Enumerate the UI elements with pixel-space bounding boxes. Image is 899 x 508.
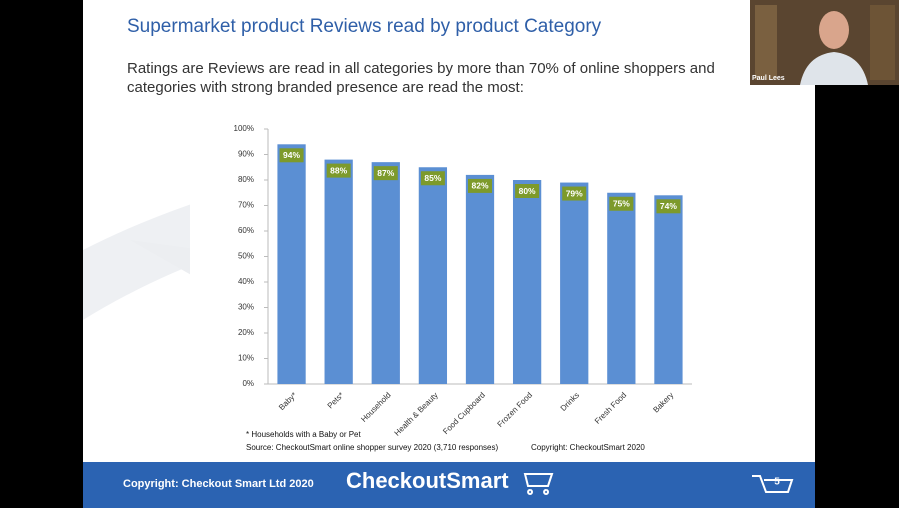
value-label-box: [515, 184, 540, 198]
subtitle-line: Ratings are Reviews are read in all cate…: [127, 60, 715, 77]
y-tick-label: 30%: [238, 303, 254, 312]
y-tick-label: 60%: [238, 226, 254, 235]
value-label-box: [326, 163, 351, 178]
source: Source: CheckoutSmart online shopper sur…: [246, 443, 498, 452]
bar: [324, 159, 353, 384]
value-label: 94%: [283, 150, 300, 160]
chart-copyright: Copyright: CheckoutSmart 2020: [531, 443, 645, 452]
bar: [465, 174, 495, 384]
value-label-box: [656, 199, 681, 214]
bar: [654, 195, 683, 384]
bar: [512, 180, 542, 384]
webcam-shirt: [800, 52, 868, 85]
value-label-box: [562, 186, 587, 201]
value-label: 85%: [424, 173, 441, 183]
bar: [371, 162, 400, 384]
value-label-box: [373, 166, 398, 181]
y-tick-label: 40%: [238, 277, 254, 286]
y-tick-label: 80%: [238, 175, 254, 184]
logo: CheckoutSmart: [346, 468, 509, 493]
value-label-box: [609, 196, 634, 211]
subtitle-line: categories with strong branded presence …: [127, 79, 524, 96]
footer: [83, 462, 815, 508]
cart-icon: [752, 475, 794, 493]
webcam-bookshelf: [870, 5, 895, 80]
value-label: 82%: [471, 181, 488, 191]
value-label: 79%: [566, 188, 583, 198]
value-label: 88%: [330, 165, 347, 175]
y-tick-label: 90%: [238, 150, 254, 159]
bar: [560, 182, 589, 384]
y-tick-label: 70%: [238, 201, 254, 210]
value-label-box: [420, 171, 445, 186]
value-label-box: [468, 178, 492, 193]
y-tick-label: 0%: [242, 379, 254, 388]
bar: [607, 192, 636, 384]
value-label: 74%: [660, 201, 677, 211]
value-label: 80%: [519, 186, 536, 196]
slide-title: Supermarket product Reviews read by prod…: [127, 16, 602, 37]
footer-copyright: Copyright: Checkout Smart Ltd 2020: [123, 478, 314, 490]
value-label: 87%: [377, 168, 394, 178]
y-tick-label: 100%: [234, 124, 254, 133]
webcam-face: [819, 11, 849, 49]
y-tick-label: 20%: [238, 328, 254, 337]
bar: [418, 167, 448, 384]
page-number: 5: [774, 477, 780, 488]
footnote: * Households with a Baby or Pet: [246, 430, 362, 439]
participant-name: Paul Lees: [752, 75, 785, 82]
value-label-box: [279, 148, 304, 163]
bar: [277, 144, 306, 384]
y-tick-label: 50%: [238, 252, 254, 261]
y-tick-label: 10%: [238, 354, 254, 363]
logo-cart: [523, 473, 554, 495]
webcam-bookshelf: [755, 5, 777, 80]
value-label: 75%: [613, 199, 630, 209]
